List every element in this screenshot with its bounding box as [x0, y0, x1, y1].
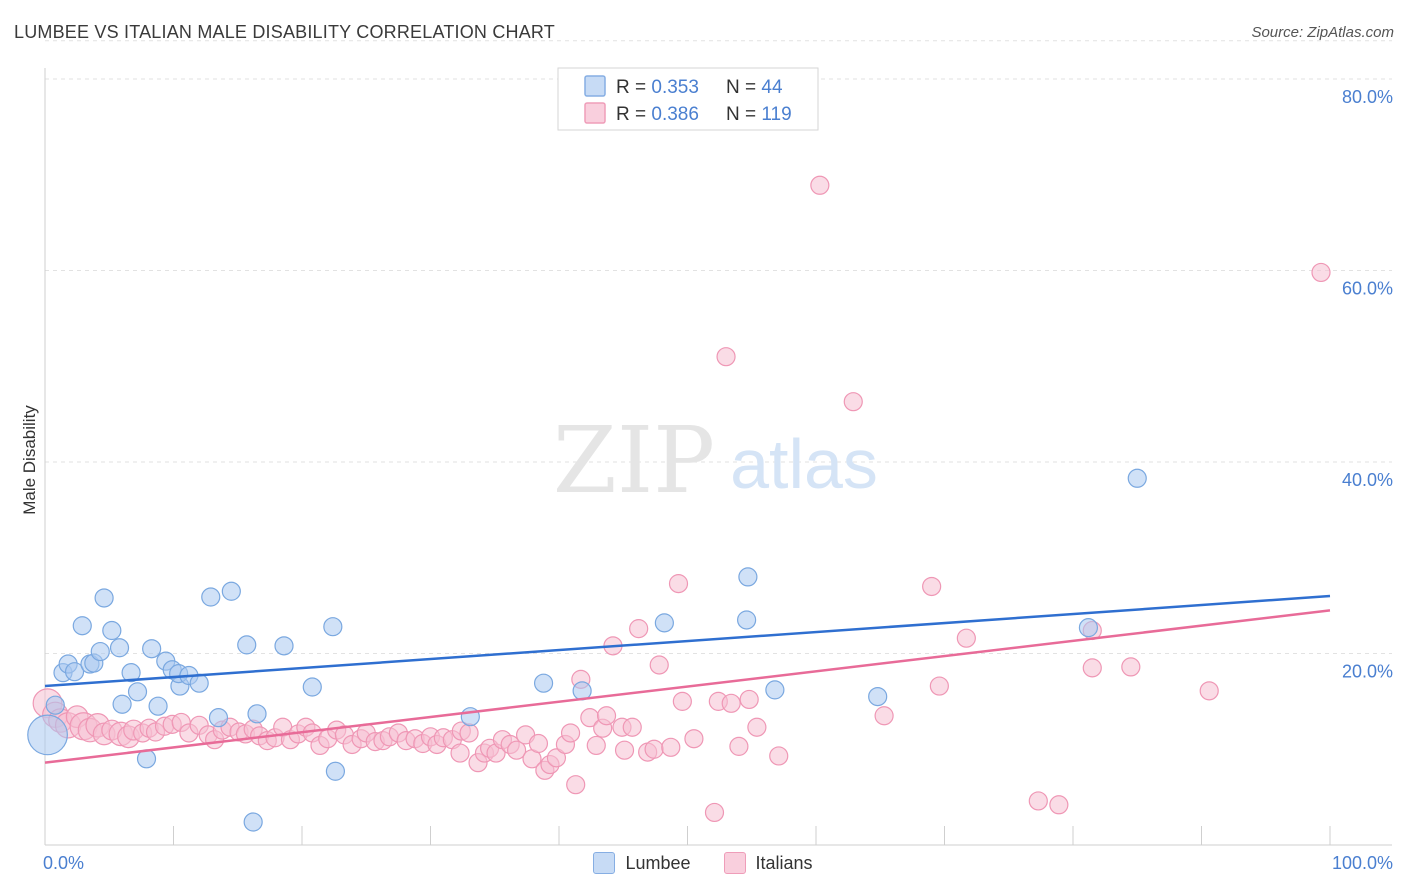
- lumbee-point: [237, 635, 257, 655]
- grid-lines: [45, 40, 1392, 654]
- italians-point: [596, 706, 617, 726]
- lumbee-swatch: [593, 852, 616, 874]
- italians-point: [528, 733, 549, 754]
- lumbee-point: [274, 636, 294, 656]
- italians-point: [649, 655, 669, 675]
- italians-point: [629, 619, 649, 639]
- y-tick-label: 60.0%: [1342, 279, 1393, 299]
- y-tick-label: 80.0%: [1342, 87, 1393, 107]
- lumbee-point: [112, 694, 132, 714]
- italians-point: [716, 347, 736, 367]
- lumbee-point: [737, 610, 757, 630]
- italians-point: [956, 628, 976, 648]
- lumbee-points: [27, 468, 1147, 832]
- italians-point: [668, 574, 689, 594]
- y-tick-label: 20.0%: [1342, 662, 1393, 682]
- watermark: ZIP atlas: [553, 407, 878, 514]
- lumbee-trend-line: [44, 594, 1331, 688]
- legend-label-italians: Italians: [755, 852, 813, 873]
- lumbee-point: [738, 567, 758, 587]
- italians-point: [747, 717, 767, 737]
- lumbee-point: [243, 812, 263, 832]
- italians-point: [1028, 791, 1048, 811]
- lumbee-point: [654, 613, 674, 633]
- lumbee-point: [208, 708, 229, 728]
- italians-point: [614, 740, 635, 760]
- source-label: Source: ZipAtlas.com: [1251, 24, 1394, 41]
- italians-point: [644, 739, 664, 759]
- italians-point: [874, 706, 894, 726]
- italians-point: [684, 729, 704, 749]
- lumbee-point: [109, 638, 130, 658]
- legend-row-text: R = 0.386 N = 119: [616, 104, 792, 125]
- italians-point: [1082, 658, 1102, 678]
- italians-point: [450, 743, 470, 763]
- watermark-zip: ZIP: [553, 407, 715, 514]
- italians-point: [1049, 795, 1069, 815]
- watermark-atlas: atlas: [730, 425, 878, 503]
- lumbee-point: [102, 620, 122, 641]
- italians-point: [769, 746, 789, 766]
- italians-point: [1121, 657, 1141, 677]
- italians-point: [566, 775, 586, 795]
- trend-lines: [44, 594, 1331, 764]
- italians-point: [704, 802, 725, 823]
- x-tick-label: 0.0%: [43, 853, 84, 873]
- lumbee-point: [201, 587, 221, 607]
- lumbee-point: [72, 616, 92, 636]
- lumbee-point: [148, 696, 168, 716]
- lumbee-point: [868, 686, 888, 707]
- italians-point: [1199, 681, 1219, 701]
- lumbee-point: [90, 641, 110, 662]
- italians-point: [661, 737, 681, 757]
- italians-trend-line: [44, 609, 1331, 764]
- lumbee-point: [1127, 468, 1147, 488]
- italians-points: [32, 175, 1331, 823]
- lumbee-point: [94, 588, 114, 608]
- lumbee-point: [64, 662, 85, 682]
- legend-label-lumbee: Lumbee: [625, 852, 691, 873]
- italians-point: [459, 723, 479, 743]
- legend-swatch: [584, 102, 606, 124]
- lumbee-point: [323, 617, 343, 637]
- lumbee-point: [27, 714, 68, 756]
- italians-point: [929, 676, 949, 696]
- chart-title: LUMBEE VS ITALIAN MALE DISABILITY CORREL…: [14, 22, 555, 42]
- y-tick-label: 40.0%: [1342, 470, 1393, 490]
- tick-labels: 20.0% 40.0% 60.0% 80.0% 0.0% 100.0%: [43, 87, 1393, 873]
- italians-point: [586, 735, 606, 756]
- legend-item-lumbee: Lumbee: [593, 852, 691, 874]
- bottom-legend: Lumbee Italians: [0, 852, 1406, 879]
- lumbee-point: [302, 677, 322, 697]
- lumbee-point: [45, 695, 65, 715]
- italians-point: [729, 736, 749, 756]
- lumbee-point: [533, 673, 554, 693]
- lumbee-point: [221, 581, 241, 601]
- italians-point: [506, 740, 527, 760]
- legend-swatch: [584, 75, 606, 97]
- italians-swatch: [723, 852, 746, 874]
- lumbee-point: [127, 682, 148, 702]
- italians-point: [560, 723, 581, 743]
- lumbee-point: [142, 639, 162, 659]
- italians-point: [546, 748, 567, 768]
- italians-point: [672, 691, 692, 711]
- x-tick-label: 100.0%: [1332, 853, 1393, 873]
- italians-point: [721, 693, 741, 713]
- italians-point: [810, 175, 830, 195]
- lumbee-point: [1078, 618, 1099, 638]
- legend-item-italians: Italians: [723, 852, 813, 874]
- legend-row-text: R = 0.353 N = 44: [616, 77, 783, 98]
- italians-point: [739, 689, 759, 710]
- italians-point: [922, 576, 942, 597]
- lumbee-point: [247, 704, 267, 724]
- lumbee-point: [325, 761, 346, 781]
- legend-box: R = 0.353 N = 44 R = 0.386 N = 119: [557, 67, 819, 131]
- lumbee-point: [765, 680, 785, 700]
- italians-point: [1311, 262, 1331, 283]
- lumbee-point: [121, 663, 141, 683]
- italians-point: [622, 717, 642, 737]
- italians-point: [843, 392, 863, 412]
